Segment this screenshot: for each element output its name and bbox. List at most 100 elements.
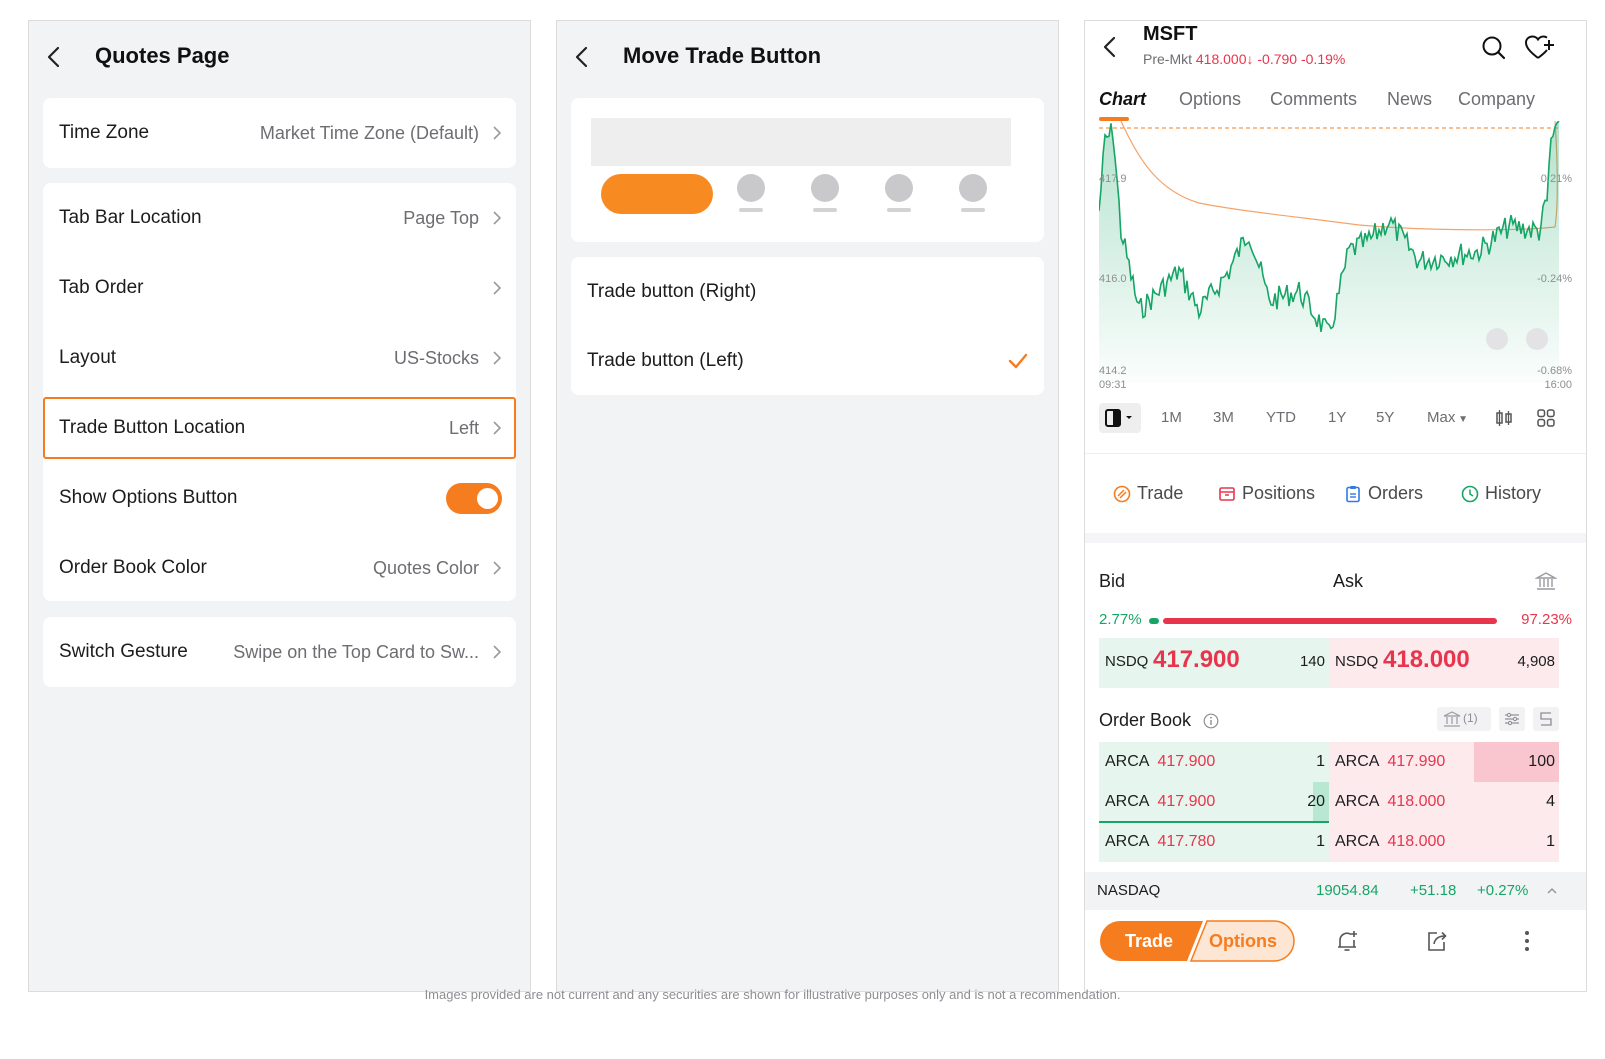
x-label-end: 16:00 [1544, 379, 1572, 391]
row-label: Trade Button Location [59, 417, 246, 438]
row-label: Order Book Color [59, 557, 207, 578]
arrow-down-icon: ↓ [1246, 51, 1254, 67]
chevron-right-icon [493, 421, 502, 435]
more-vertical-icon[interactable] [1519, 929, 1535, 953]
chart-zoom-icon[interactable] [1486, 328, 1508, 350]
ask-label: Ask [1333, 571, 1364, 591]
tab-options[interactable]: Options [1179, 89, 1242, 109]
range-1y[interactable]: 1Y [1328, 409, 1347, 426]
orders-icon [1346, 485, 1360, 502]
avg-price-line [1120, 121, 1558, 231]
action-trade[interactable]: Trade [1113, 483, 1183, 504]
ask-ratio-bar [1162, 618, 1497, 624]
quote-tabs: Chart Options Comments News Company [1099, 89, 1579, 119]
order-book-ask-row: ARCA 418.000 1 [1329, 822, 1559, 862]
preview-dot [811, 174, 839, 202]
bank-icon[interactable] [1535, 571, 1557, 591]
order-book-title: Order Book [1099, 710, 1192, 730]
y-label-right-bottom: -0.68% [1537, 365, 1572, 377]
options-button[interactable]: Options [1209, 931, 1277, 951]
preview-dot [959, 174, 987, 202]
watchlist-heart-icon[interactable] [1525, 35, 1555, 61]
premarket-pct: -0.19% [1300, 51, 1346, 67]
show-options-toggle[interactable] [446, 482, 502, 514]
bid-exchange: NSDQ [1105, 653, 1149, 670]
order-book-bid-row: ARCA 417.900 1 [1099, 742, 1329, 782]
chevron-right-icon [493, 281, 502, 295]
search-icon[interactable] [1481, 35, 1507, 61]
bid-ratio-bar [1149, 618, 1159, 624]
row-time-zone[interactable]: Time Zone Market Time Zone (Default) [43, 102, 516, 164]
action-orders[interactable]: Orders [1344, 483, 1423, 504]
option-trade-button-right[interactable]: Trade button (Right) [571, 261, 1044, 323]
header: Move Trade Button [557, 21, 1058, 93]
row-value: Page Top [403, 207, 479, 228]
exchange-count: (1) [1463, 711, 1478, 725]
alert-bell-icon[interactable] [1335, 929, 1359, 953]
chart-type-selector[interactable] [1099, 403, 1141, 433]
y-label-right-mid: -0.24% [1537, 273, 1572, 285]
candle-toggle-icon [1105, 409, 1132, 427]
bid-depth-highlight [1313, 782, 1329, 822]
range-1m[interactable]: 1M [1161, 409, 1182, 426]
option-label: Trade button (Left) [587, 350, 744, 371]
preview-bar [591, 118, 1011, 166]
row-tab-order[interactable]: Tab Order [43, 257, 516, 319]
row-layout[interactable]: Layout US-Stocks [43, 327, 516, 389]
tab-chart[interactable]: Chart [1099, 89, 1147, 109]
price: 417.900 [1157, 753, 1216, 770]
preview-trade-button [601, 174, 713, 214]
info-icon[interactable] [1203, 713, 1219, 729]
split-view-icon [1540, 712, 1552, 726]
grid-layout-icon[interactable] [1537, 409, 1555, 427]
action-positions[interactable]: Positions [1218, 483, 1315, 504]
row-tab-bar-location[interactable]: Tab Bar Location Page Top [43, 187, 516, 249]
quantity: 4 [1546, 793, 1555, 810]
x-label-start: 09:31 [1099, 379, 1127, 391]
back-arrow-icon[interactable] [43, 45, 67, 69]
back-arrow-icon[interactable] [1099, 35, 1123, 59]
tab-company[interactable]: Company [1458, 89, 1536, 109]
bid-label: Bid [1099, 571, 1126, 591]
index-ticker-strip[interactable]: NASDAQ 19054.84 +51.18 +0.27% [1085, 872, 1586, 910]
candlestick-icon[interactable] [1495, 409, 1513, 427]
row-switch-gesture[interactable]: Switch Gesture Swipe on the Top Card to … [43, 621, 516, 683]
tab-news[interactable]: News [1387, 89, 1433, 109]
intraday-chart[interactable] [1099, 121, 1561, 391]
row-value: Quotes Color [372, 557, 479, 578]
row-label: Show Options Button [59, 487, 238, 508]
divider [1085, 453, 1586, 454]
range-ytd[interactable]: YTD [1266, 409, 1296, 426]
quotes-page-panel: Quotes Page Time Zone Market Time Zone (… [28, 20, 531, 992]
settings-card-timezone: Time Zone Market Time Zone (Default) [43, 98, 516, 168]
preview-dash [887, 208, 911, 212]
trade-icon [1113, 485, 1131, 502]
row-value: US-Stocks [393, 347, 479, 368]
premarket-quote: Pre-Mkt 418.000↓ -0.790 -0.19% [1143, 51, 1345, 67]
row-order-book-color[interactable]: Order Book Color Quotes Color [43, 537, 516, 599]
order-book-exchange-filter[interactable]: (1) [1437, 707, 1491, 731]
order-book-settings-button[interactable] [1499, 707, 1525, 731]
option-trade-button-left[interactable]: Trade button (Left) [571, 330, 1044, 392]
tab-comments[interactable]: Comments [1270, 89, 1358, 109]
order-book-mode-button[interactable] [1533, 707, 1559, 731]
page-title: Quotes Page [95, 43, 230, 68]
range-3m[interactable]: 3M [1213, 409, 1234, 426]
row-trade-button-location[interactable]: Trade Button Location Left [43, 397, 516, 459]
premarket-label: Pre-Mkt [1143, 51, 1192, 67]
action-history[interactable]: History [1461, 483, 1541, 504]
trade-button[interactable]: Trade [1125, 931, 1174, 951]
trade-button-options: Trade button (Right) Trade button (Left) [571, 257, 1044, 395]
chart-add-icon[interactable] [1526, 328, 1548, 350]
back-arrow-icon[interactable] [571, 45, 595, 69]
y-label-left-bottom: 414.2 [1099, 365, 1127, 377]
range-max-label: Max [1427, 409, 1456, 426]
index-change: +51.18 [1410, 882, 1457, 899]
range-max[interactable]: Max ▼ [1427, 409, 1468, 426]
bank-icon [1443, 711, 1461, 727]
share-icon[interactable] [1425, 929, 1449, 953]
ticker-symbol: MSFT [1143, 23, 1198, 45]
premarket-change: -0.790 [1257, 51, 1298, 67]
range-5y[interactable]: 5Y [1376, 409, 1395, 426]
chevron-right-icon [493, 126, 502, 140]
